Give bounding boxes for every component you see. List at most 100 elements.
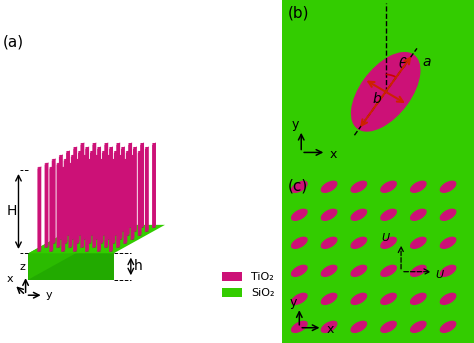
Ellipse shape	[97, 250, 101, 251]
Ellipse shape	[410, 237, 427, 249]
Polygon shape	[102, 150, 106, 236]
Polygon shape	[45, 162, 48, 248]
Ellipse shape	[81, 143, 84, 144]
Polygon shape	[111, 158, 115, 244]
Polygon shape	[73, 146, 77, 232]
Ellipse shape	[92, 143, 96, 144]
Ellipse shape	[111, 243, 115, 244]
Ellipse shape	[73, 167, 77, 168]
Polygon shape	[85, 166, 89, 252]
Ellipse shape	[109, 230, 113, 232]
Ellipse shape	[152, 227, 156, 228]
Ellipse shape	[130, 238, 135, 240]
Ellipse shape	[56, 163, 60, 164]
Polygon shape	[68, 162, 73, 248]
Ellipse shape	[92, 163, 96, 164]
Ellipse shape	[116, 143, 120, 144]
Polygon shape	[97, 146, 101, 232]
Ellipse shape	[109, 250, 113, 251]
Polygon shape	[114, 150, 118, 236]
Ellipse shape	[109, 147, 113, 148]
Polygon shape	[121, 146, 125, 232]
Text: y: y	[46, 290, 53, 300]
Polygon shape	[88, 158, 91, 244]
Polygon shape	[92, 142, 96, 228]
Ellipse shape	[68, 247, 73, 248]
Ellipse shape	[123, 243, 128, 244]
Polygon shape	[152, 142, 156, 228]
Ellipse shape	[49, 250, 53, 251]
Polygon shape	[109, 146, 113, 232]
Ellipse shape	[64, 159, 68, 160]
Polygon shape	[126, 150, 130, 236]
Ellipse shape	[107, 155, 110, 156]
Ellipse shape	[76, 243, 80, 244]
Ellipse shape	[109, 167, 113, 168]
Polygon shape	[71, 154, 75, 240]
Ellipse shape	[114, 151, 118, 152]
Ellipse shape	[52, 159, 55, 160]
Ellipse shape	[118, 238, 123, 240]
Ellipse shape	[104, 163, 108, 164]
Ellipse shape	[116, 163, 120, 164]
Ellipse shape	[92, 227, 96, 228]
Ellipse shape	[85, 167, 89, 168]
Polygon shape	[37, 166, 41, 252]
Ellipse shape	[133, 230, 137, 232]
Ellipse shape	[88, 159, 91, 160]
Ellipse shape	[410, 181, 427, 193]
Ellipse shape	[95, 155, 99, 156]
Ellipse shape	[145, 147, 149, 148]
Ellipse shape	[291, 321, 308, 333]
Text: x: x	[7, 274, 13, 284]
Ellipse shape	[85, 147, 89, 148]
Ellipse shape	[66, 235, 70, 236]
Polygon shape	[76, 158, 80, 244]
Polygon shape	[28, 225, 80, 280]
Ellipse shape	[59, 238, 63, 240]
Polygon shape	[78, 150, 82, 236]
Ellipse shape	[138, 151, 142, 152]
Ellipse shape	[152, 143, 156, 144]
Ellipse shape	[350, 237, 367, 249]
Polygon shape	[145, 146, 149, 232]
Ellipse shape	[440, 321, 456, 333]
Text: U: U	[382, 233, 390, 243]
Ellipse shape	[37, 167, 41, 168]
Ellipse shape	[102, 151, 106, 152]
Ellipse shape	[81, 163, 84, 164]
Ellipse shape	[145, 230, 149, 232]
Polygon shape	[59, 154, 63, 240]
Ellipse shape	[121, 147, 125, 148]
Polygon shape	[49, 166, 53, 252]
Ellipse shape	[121, 230, 125, 232]
Ellipse shape	[410, 209, 427, 221]
Ellipse shape	[291, 293, 308, 305]
Polygon shape	[104, 142, 108, 228]
Ellipse shape	[64, 243, 68, 244]
Ellipse shape	[71, 155, 75, 156]
Polygon shape	[85, 146, 89, 232]
Ellipse shape	[104, 143, 108, 144]
Text: (c): (c)	[288, 178, 308, 193]
Ellipse shape	[440, 265, 456, 277]
Polygon shape	[130, 154, 135, 240]
Ellipse shape	[104, 227, 108, 228]
Ellipse shape	[410, 321, 427, 333]
Ellipse shape	[291, 181, 308, 193]
Ellipse shape	[291, 265, 308, 277]
Ellipse shape	[350, 293, 367, 305]
Ellipse shape	[350, 321, 367, 333]
Ellipse shape	[78, 151, 82, 152]
Ellipse shape	[90, 151, 94, 152]
Ellipse shape	[83, 155, 87, 156]
Ellipse shape	[97, 167, 101, 168]
Ellipse shape	[90, 235, 94, 236]
Polygon shape	[95, 154, 99, 240]
Text: x: x	[326, 323, 334, 336]
Text: b: b	[373, 92, 382, 106]
Legend: TiO₂, SiO₂: TiO₂, SiO₂	[218, 267, 279, 303]
Ellipse shape	[380, 209, 397, 221]
Ellipse shape	[66, 151, 70, 152]
Ellipse shape	[88, 243, 91, 244]
